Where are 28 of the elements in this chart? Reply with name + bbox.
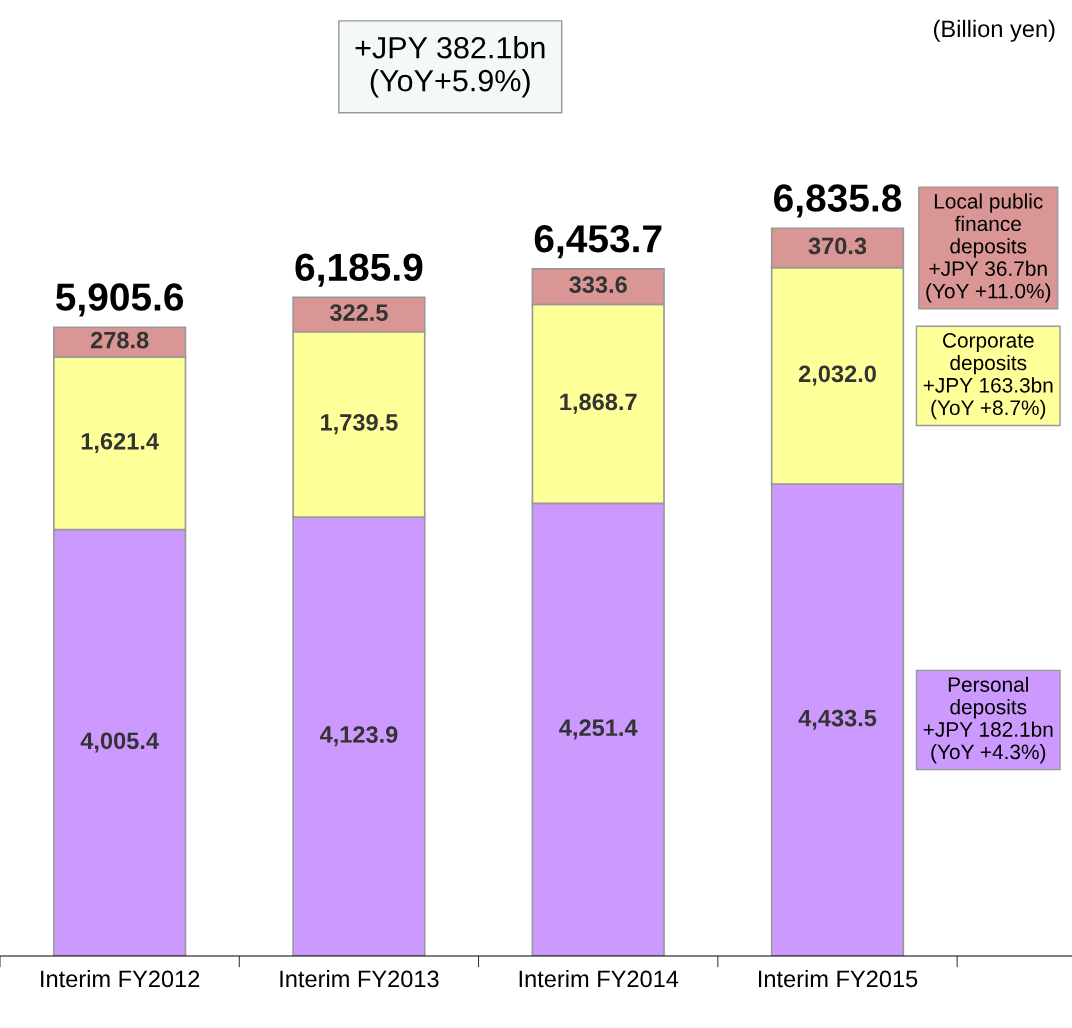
text: +JPY 382.1bn (YoY+5.9%) xyxy=(355,36,545,98)
data-label: 4,123.9 xyxy=(319,726,398,747)
data-label: 1,739.5 xyxy=(321,414,398,435)
text: (Billion yen) xyxy=(934,19,1055,42)
data-label: 370.3 xyxy=(808,237,867,255)
total-label: 5,905.6 xyxy=(55,283,184,317)
data-label: 4,251.4 xyxy=(559,719,638,740)
total-label: 6,835.8 xyxy=(774,184,902,218)
data-label: 4,005.4 xyxy=(80,732,159,753)
annotation: +JPY 36.7bn (YoY +11.0%) xyxy=(926,260,1051,303)
data-label: 4,433.5 xyxy=(798,709,877,730)
data-label: 2,032.0 xyxy=(798,365,876,386)
series-label: Corporate deposits xyxy=(942,333,1034,375)
series-label: Local public finance deposits xyxy=(934,193,1043,258)
annotation: +JPY 182.1bn (YoY +4.3%) xyxy=(923,721,1053,764)
x-tick-label: Interim FY2015 xyxy=(758,969,918,988)
data-label: 1,621.4 xyxy=(81,432,159,454)
data-label: 278.8 xyxy=(90,331,149,349)
data-label: 1,868.7 xyxy=(560,393,637,414)
annotation: +JPY 163.3bn (YoY +8.7%) xyxy=(923,377,1053,420)
total-label: 6,453.7 xyxy=(534,224,662,259)
x-tick-label: Interim FY2014 xyxy=(519,969,679,988)
x-tick-label: Interim FY2013 xyxy=(280,969,439,988)
data-label: 322.5 xyxy=(329,304,388,321)
x-tick-label: Interim FY2012 xyxy=(41,969,200,988)
text: Personal deposits xyxy=(948,676,1028,719)
data-label: 333.6 xyxy=(569,276,627,294)
total-label: 6,185.9 xyxy=(295,253,423,287)
